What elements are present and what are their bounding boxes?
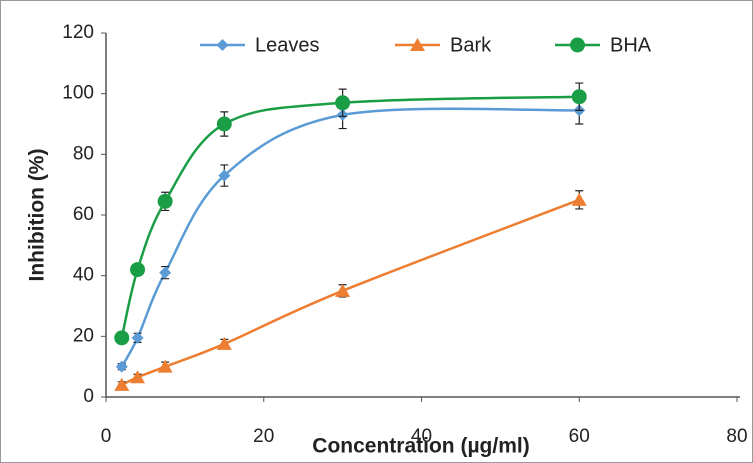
y-tick-label: 20: [73, 325, 94, 346]
data-point: [157, 193, 173, 209]
y-tick-label: 80: [73, 143, 94, 164]
y-tick-label: 0: [83, 386, 94, 407]
data-point: [157, 359, 173, 373]
legend-marker: [216, 39, 229, 51]
data-point: [216, 336, 232, 350]
data-point: [571, 89, 587, 105]
x-tick-label: 0: [101, 426, 112, 447]
y-tick-label: 100: [62, 83, 94, 104]
data-point: [130, 370, 146, 384]
x-tick-label: 60: [569, 426, 590, 447]
data-point: [130, 262, 146, 278]
x-axis-title: Concentration (µg/ml): [312, 435, 529, 458]
data-point: [335, 95, 351, 111]
data-point: [218, 169, 231, 182]
y-tick-label: 40: [73, 265, 94, 286]
data-point: [159, 266, 172, 279]
data-point: [335, 283, 351, 297]
y-axis-title: Inhibition (%): [26, 149, 49, 282]
y-tick-label: 120: [62, 22, 94, 43]
data-point: [571, 192, 587, 206]
legend-marker: [410, 38, 425, 51]
x-tick-label: 40: [411, 426, 432, 447]
data-point: [114, 330, 130, 346]
legend-text: Bark: [450, 34, 492, 56]
x-tick-label: 20: [253, 426, 274, 447]
data-point: [114, 377, 130, 391]
data-point: [216, 116, 232, 132]
x-tick-label: 80: [726, 426, 747, 447]
legend-text: Leaves: [255, 34, 320, 56]
data-point: [115, 360, 128, 373]
data-point: [131, 331, 144, 344]
legend-text: BHA: [610, 34, 652, 56]
y-tick-label: 60: [73, 204, 94, 225]
legend-marker: [570, 37, 585, 53]
